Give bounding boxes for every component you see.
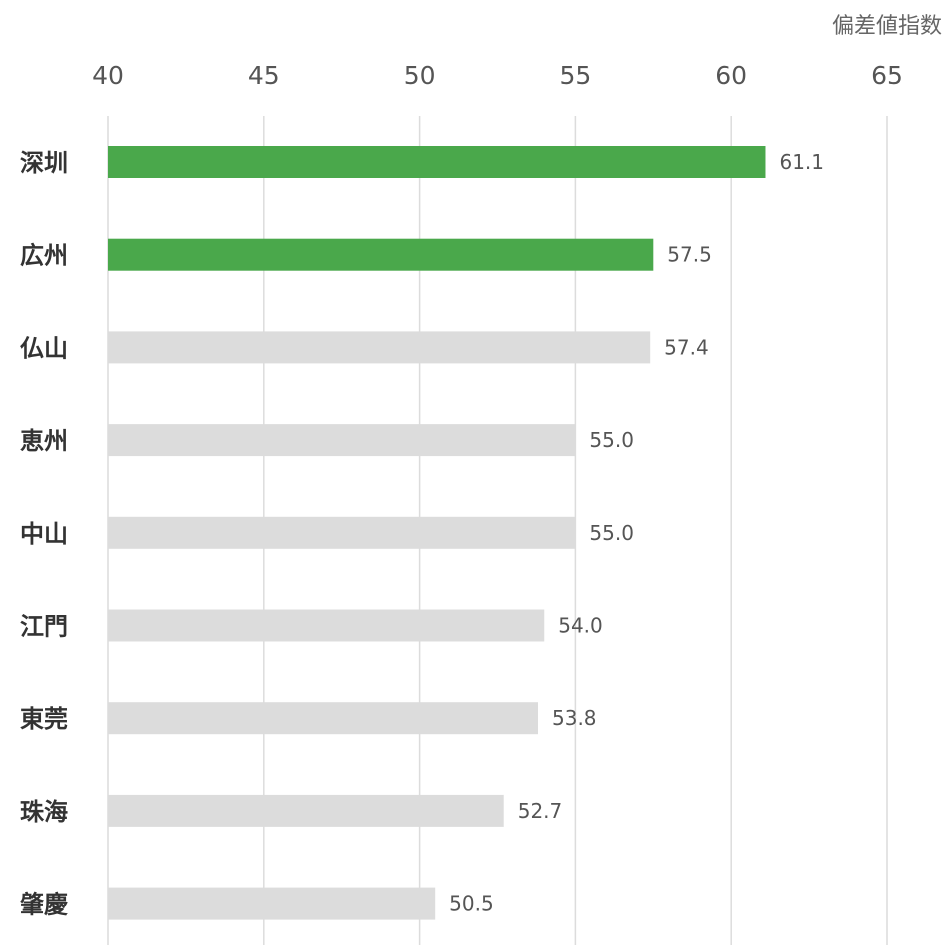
- bar: [108, 516, 576, 549]
- x-tick-label: 50: [404, 61, 436, 90]
- category-label: 肇慶: [20, 891, 68, 919]
- bar: [108, 424, 576, 457]
- value-label: 55.0: [589, 521, 634, 545]
- value-label: 52.7: [518, 799, 563, 823]
- category-label: 仏山: [20, 334, 68, 362]
- value-label: 50.5: [449, 892, 494, 916]
- category-label: 恵州: [20, 427, 68, 455]
- bar: [108, 609, 545, 642]
- x-tick-label: 65: [871, 61, 903, 90]
- bar: [108, 887, 436, 920]
- value-label: 57.5: [667, 243, 712, 267]
- category-label: 東莞: [20, 705, 68, 733]
- bar: [108, 331, 651, 364]
- x-tick-label: 60: [715, 61, 747, 90]
- value-label: 61.1: [779, 150, 824, 174]
- x-tick-label: 40: [92, 61, 124, 90]
- x-tick-label: 55: [559, 61, 591, 90]
- category-label: 珠海: [20, 798, 68, 826]
- category-label: 広州: [20, 242, 68, 270]
- value-label: 53.8: [552, 706, 597, 730]
- category-label: 深圳: [20, 149, 68, 177]
- bar: [108, 238, 654, 271]
- axis-unit-label: 偏差値指数: [831, 14, 942, 39]
- bar: [108, 794, 504, 827]
- bar: [108, 702, 539, 735]
- category-label: 江門: [20, 613, 68, 641]
- value-label: 54.0: [558, 614, 603, 638]
- bar: [108, 146, 766, 178]
- value-label: 57.4: [664, 335, 709, 359]
- category-label: 中山: [20, 520, 68, 548]
- value-label: 55.0: [589, 428, 634, 452]
- x-tick-label: 45: [248, 61, 280, 90]
